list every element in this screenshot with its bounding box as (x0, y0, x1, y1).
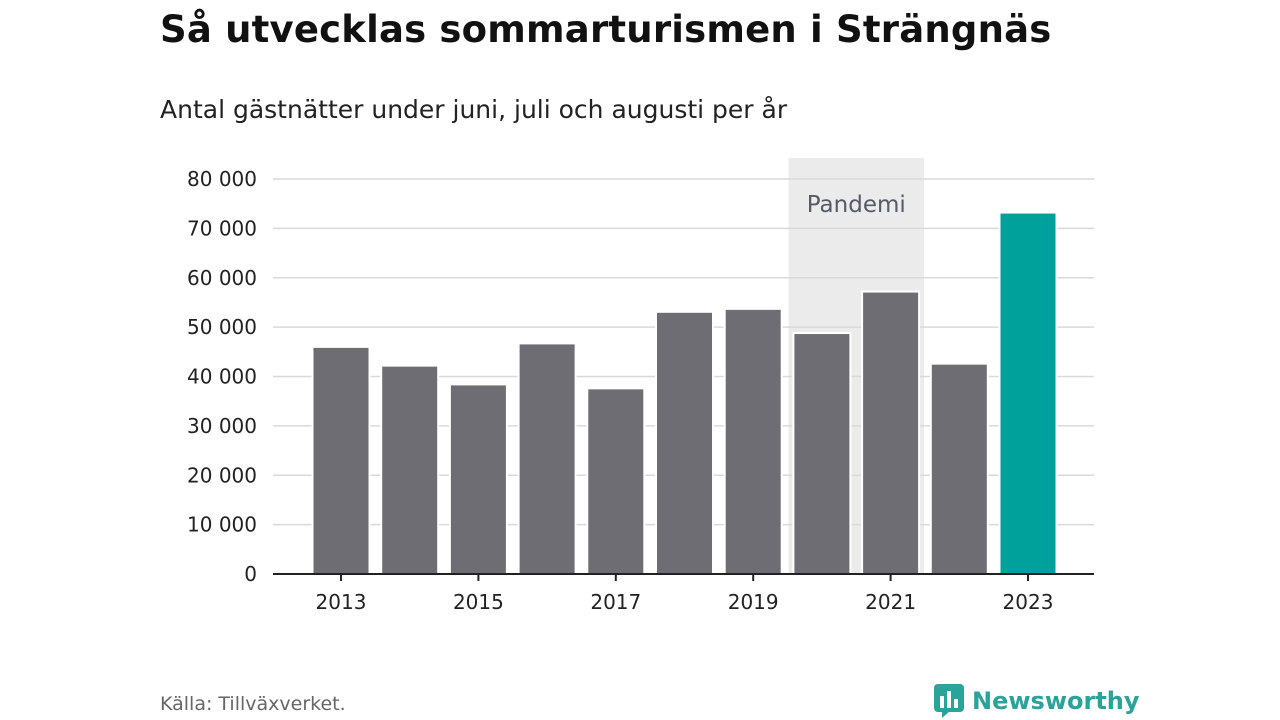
bar-2021 (861, 290, 921, 575)
bar-2020 (792, 332, 852, 575)
chart-subtitle: Antal gästnätter under juni, juli och au… (160, 95, 788, 124)
bar-2014 (380, 364, 440, 576)
source-note: Källa: Tillväxverket. (160, 693, 346, 715)
pandemic-band-label: Pandemi (807, 192, 906, 218)
x-tick-label: 2015 (453, 590, 504, 614)
y-tick-label: 0 (244, 562, 257, 586)
y-tick-label: 20 000 (187, 463, 257, 487)
newsworthy-logo-icon (934, 684, 964, 718)
newsworthy-logo-text: Newsworthy (972, 687, 1140, 715)
bar-2013 (311, 345, 371, 575)
newsworthy-logo: Newsworthy (934, 684, 1140, 718)
bar-2016 (517, 342, 577, 576)
x-tick-label: 2023 (1003, 590, 1054, 614)
y-tick-label: 30 000 (187, 414, 257, 438)
bar-2022 (929, 362, 989, 575)
y-tick-label: 80 000 (187, 167, 257, 191)
y-tick-label: 40 000 (187, 365, 257, 389)
bar-2017 (586, 387, 646, 575)
bar-2019 (723, 307, 783, 575)
bar-2018 (655, 310, 714, 575)
y-tick-label: 60 000 (187, 266, 257, 290)
chart-title: Så utvecklas sommarturismen i Strängnäs (160, 8, 1052, 51)
bar-2015 (448, 383, 508, 575)
y-tick-label: 70 000 (187, 216, 257, 240)
y-tick-label: 50 000 (187, 315, 257, 339)
x-tick-label: 2013 (316, 590, 367, 614)
x-tick-label: 2019 (728, 590, 779, 614)
x-tick-label: 2021 (865, 590, 916, 614)
y-tick-label: 10 000 (187, 513, 257, 537)
bar-2023 (998, 211, 1058, 575)
x-tick-label: 2017 (590, 590, 641, 614)
